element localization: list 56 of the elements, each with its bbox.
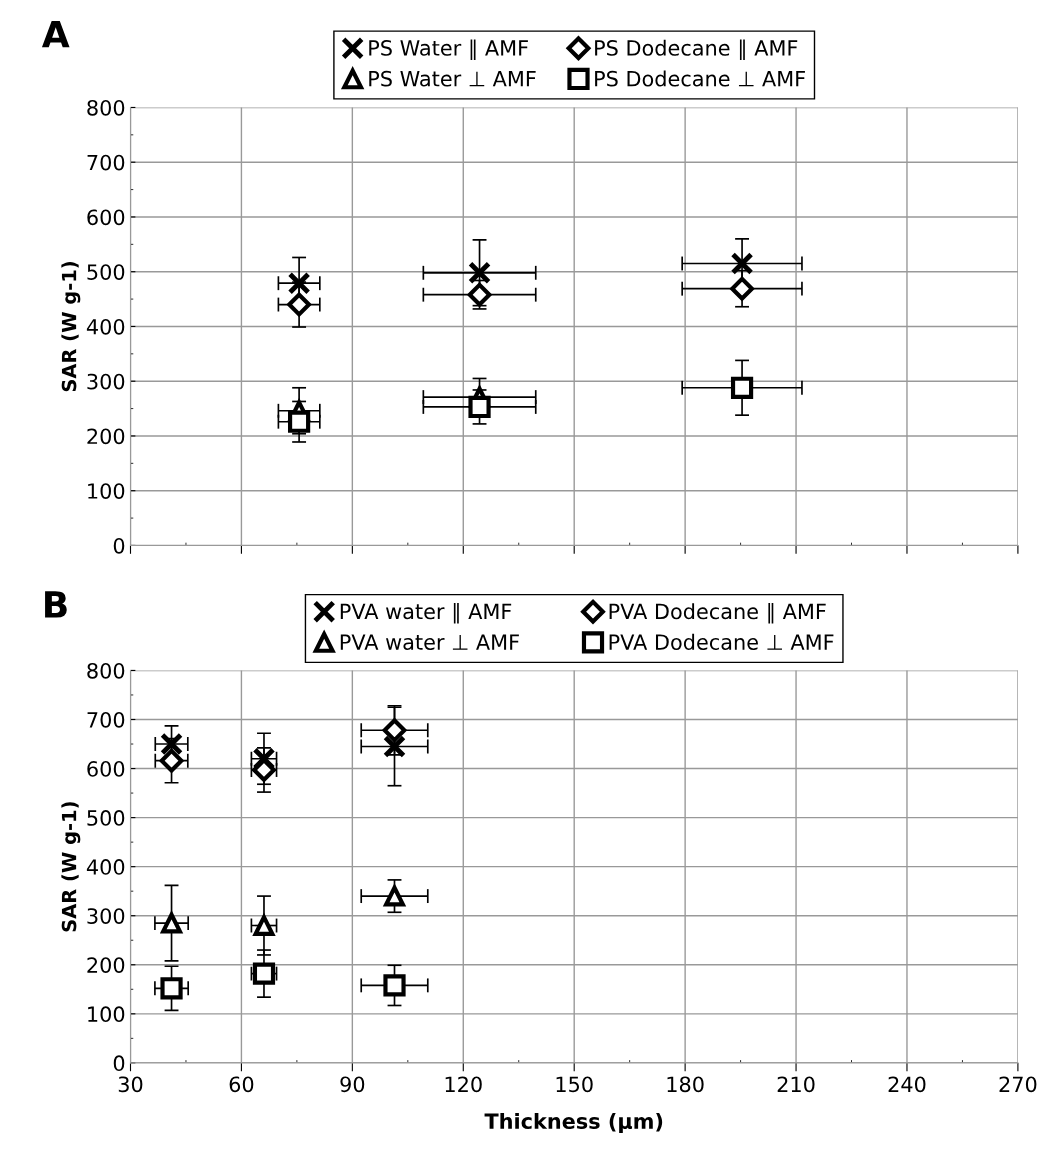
point [287, 292, 312, 317]
y-tick-label: 200 [87, 957, 125, 973]
y-tick-label: 500 [87, 810, 125, 826]
point [382, 718, 407, 743]
point [287, 271, 311, 295]
legend-label: PVA Dodecane ⊥ AMF [609, 633, 834, 650]
point [160, 732, 183, 756]
x-axis-title: Thickness (µm) [484, 1112, 663, 1134]
legend-label: PS Dodecane ∥ AMF [595, 39, 798, 60]
y-tick-label: 600 [87, 209, 125, 226]
x-tick-label: 30 [118, 1076, 143, 1093]
y-tick-label: 200 [87, 428, 125, 445]
y-tick-label: 500 [87, 264, 125, 280]
y-tick-label: 400 [86, 318, 125, 335]
x-tick-label: 210 [777, 1076, 815, 1093]
legend-label: PVA water ⊥ AMF [340, 634, 519, 650]
y-tick-label: 800 [87, 99, 125, 116]
point [730, 276, 754, 301]
y-tick-label: 700 [87, 711, 125, 728]
x-tick-label: 240 [888, 1076, 926, 1093]
point [383, 974, 406, 997]
x-tick-label: 180 [667, 1076, 704, 1093]
point [287, 410, 311, 433]
point [383, 735, 406, 758]
y-tick-label: 100 [88, 1006, 125, 1023]
y-tick-label: 400 [86, 859, 125, 875]
legend-label: PVA water ∥ AMF [340, 602, 512, 624]
point [159, 748, 184, 773]
point [160, 977, 183, 1000]
y-tick-label: 300 [87, 908, 125, 924]
chart-title: B [45, 591, 67, 618]
y-axis-title: SAR (W g-1) [61, 261, 81, 392]
y-tick-label: 0 [113, 1055, 125, 1072]
point [730, 252, 754, 275]
point [161, 912, 182, 934]
point [730, 376, 754, 399]
y-tick-label: 0 [113, 537, 125, 554]
point [468, 395, 491, 419]
y-tick-label: 600 [87, 761, 125, 777]
x-tick-label: 120 [445, 1076, 482, 1093]
x-tick-label: 270 [999, 1076, 1037, 1093]
legend-label: PS Water ∥ AMF [369, 39, 528, 60]
y-tick-label: 800 [87, 662, 125, 679]
legend-label: PS Water ⊥ AMF [369, 70, 536, 87]
point [384, 885, 405, 907]
legend-label: PVA Dodecane ∥ AMF [609, 602, 826, 624]
chart-title: A [41, 21, 70, 48]
y-tick-label: 100 [88, 483, 125, 499]
y-tick-label: 700 [87, 154, 125, 171]
x-tick-label: 150 [556, 1076, 593, 1093]
x-tick-label: 60 [229, 1076, 254, 1093]
legend-label: PS Dodecane ⊥ AMF [595, 70, 805, 87]
x-tick-label: 90 [340, 1076, 365, 1093]
y-axis-title: SAR (W g-1) [61, 802, 81, 932]
y-tick-label: 300 [87, 373, 125, 390]
point [468, 261, 491, 285]
